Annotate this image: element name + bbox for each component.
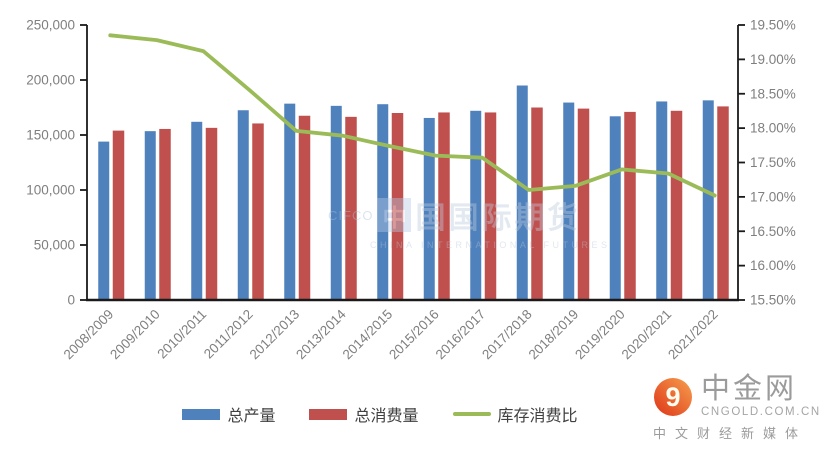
bar-consumption: [531, 107, 543, 300]
right-tick-label: 18.50%: [750, 86, 796, 101]
right-tick-label: 19.00%: [750, 52, 796, 67]
production-swatch: [182, 408, 221, 420]
cngold-swirl-icon: 9: [654, 377, 692, 416]
legend-label-ratio: 库存消费比: [497, 408, 578, 425]
chart-legend: 总产量 总消费量 库存消费比: [0, 402, 760, 426]
bar-consumption: [159, 128, 171, 300]
bar-production: [516, 85, 528, 300]
x-axis-label: 2009/2010: [107, 307, 163, 363]
bar-consumption: [112, 130, 125, 300]
bar-production: [191, 121, 203, 300]
bar-consumption: [717, 106, 729, 301]
cngold-logo: 9 中金网 CNGOLD.COM.CN 中文财经新媒体: [653, 375, 819, 442]
bar-consumption: [345, 116, 357, 300]
legend-item-production: 总产量: [182, 402, 275, 426]
bar-consumption: [298, 115, 311, 300]
bar-production: [237, 110, 249, 300]
x-axis-label: 2021/2022: [665, 307, 721, 363]
bar-production: [377, 104, 389, 300]
ratio-line: [108, 33, 717, 198]
x-axis-labels: 2008/20092009/20102010/20112011/20122012…: [61, 306, 721, 362]
left-axis-ticks: 0 50,000 100,000 150,000 200,000 250,000: [26, 18, 87, 308]
bar-production: [702, 100, 714, 300]
bar-production: [470, 110, 482, 300]
left-tick-label: 0: [67, 293, 75, 308]
bar-production: [656, 101, 668, 300]
left-tick-label: 100,000: [26, 183, 75, 198]
left-tick-label: 150,000: [26, 128, 75, 143]
cngold-tagline: 中文财经新媒体: [653, 426, 808, 441]
bar-consumption: [624, 111, 636, 301]
bar-consumption: [391, 113, 404, 300]
bars-consumption: [112, 106, 729, 301]
bar-production: [330, 105, 342, 300]
right-tick-label: 17.50%: [750, 155, 796, 170]
bar-consumption: [438, 112, 450, 300]
svg-text:9: 9: [665, 382, 680, 412]
x-axis-label: 2010/2011: [154, 307, 209, 362]
right-tick-label: 17.00%: [750, 189, 796, 204]
legend-label-production: 总产量: [227, 408, 276, 425]
consumption-swatch: [309, 408, 348, 420]
axes: [86, 25, 739, 302]
cngold-domain: CNGOLD.COM.CN: [701, 406, 821, 418]
bar-production: [563, 102, 575, 300]
bar-consumption: [252, 123, 264, 300]
right-axis-ticks: 15.50% 16.00% 16.50% 17.00% 17.50% 18.00% 18.5…: [738, 18, 796, 308]
bar-consumption: [670, 110, 683, 300]
legend-item-consumption: 总消费量: [309, 402, 419, 426]
bars-production: [98, 85, 714, 301]
right-tick-label: 18.00%: [750, 121, 796, 136]
ratio-swatch: [452, 412, 491, 416]
bar-production: [284, 103, 296, 301]
left-tick-label: 50,000: [34, 238, 75, 253]
bar-production: [423, 117, 435, 300]
right-tick-label: 16.00%: [750, 258, 796, 273]
left-tick-label: 200,000: [26, 73, 75, 88]
bar-production: [609, 116, 621, 300]
bar-production: [144, 131, 156, 300]
bar-production: [98, 141, 110, 300]
bar-consumption: [577, 108, 590, 300]
bar-consumption: [205, 127, 218, 300]
right-tick-label: 15.50%: [750, 293, 796, 308]
legend-label-consumption: 总消费量: [354, 408, 419, 425]
right-tick-label: 19.50%: [750, 18, 796, 33]
bar-consumption: [484, 112, 497, 300]
right-tick-label: 16.50%: [750, 224, 796, 239]
cngold-name: 中金网: [701, 373, 798, 405]
left-tick-label: 250,000: [26, 18, 75, 33]
legend-item-ratio: 库存消费比: [452, 402, 578, 426]
